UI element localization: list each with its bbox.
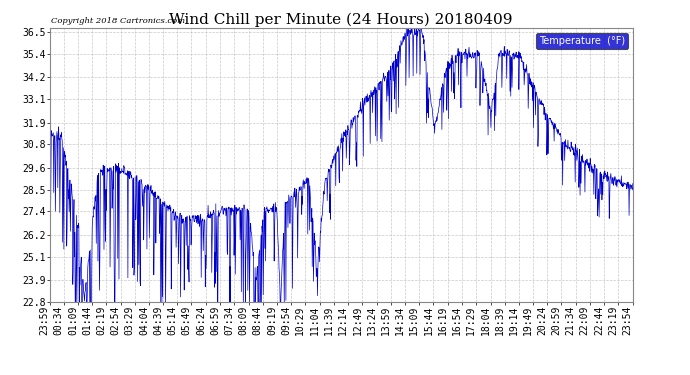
Text: Copyright 2018 Cartronics.com: Copyright 2018 Cartronics.com — [51, 17, 185, 26]
Title: Wind Chill per Minute (24 Hours) 20180409: Wind Chill per Minute (24 Hours) 2018040… — [170, 13, 513, 27]
Legend: Temperature  (°F): Temperature (°F) — [536, 33, 628, 49]
